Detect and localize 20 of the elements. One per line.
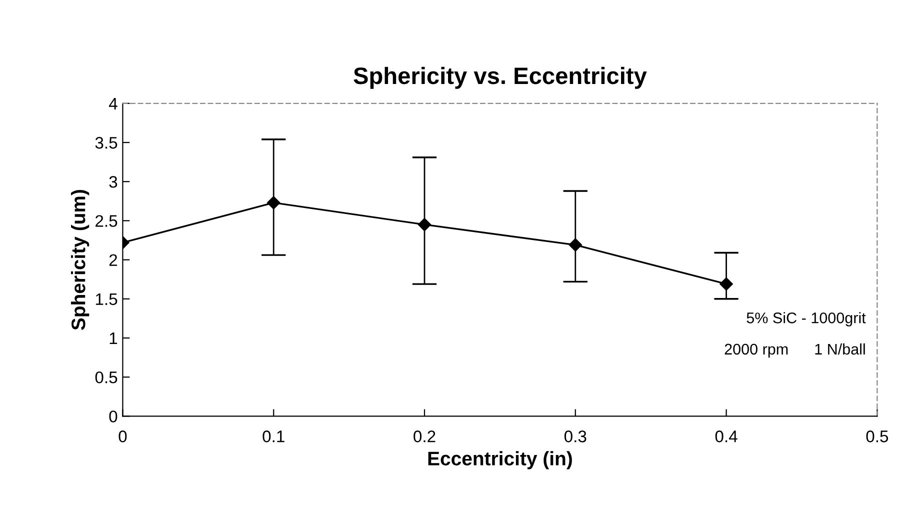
y-tick-label: 1 (110, 332, 118, 344)
y-tick-label: 0.5 (95, 371, 118, 384)
x-tick-label: 0 (118, 430, 127, 442)
x-tick-label: 0.5 (866, 430, 888, 442)
x-tick-label: 0.4 (715, 430, 738, 442)
x-axis-title: Eccentricity (in) (428, 451, 572, 470)
y-tick-label: 0 (109, 410, 118, 422)
annotation: 5% SiC - 1000grit (746, 312, 866, 326)
y-axis-title: Sphericity (um) (71, 190, 90, 330)
y-tick-label: 1.5 (96, 293, 118, 306)
y-tick-label: 4 (108, 98, 118, 110)
y-tick-label: 3.5 (95, 136, 118, 149)
x-tick-label: 0.1 (262, 430, 284, 442)
y-tick-label: 2 (109, 254, 118, 266)
y-tick-label: 3 (109, 176, 118, 188)
y-tick-label: 2.5 (96, 215, 118, 227)
chart-title: Sphericity vs. Eccentricity (354, 66, 647, 89)
x-tick-label: 0.2 (414, 430, 436, 442)
x-tick-label: 0.3 (564, 430, 586, 442)
annotation: 2000 rpm 1 N/ball (724, 343, 865, 358)
